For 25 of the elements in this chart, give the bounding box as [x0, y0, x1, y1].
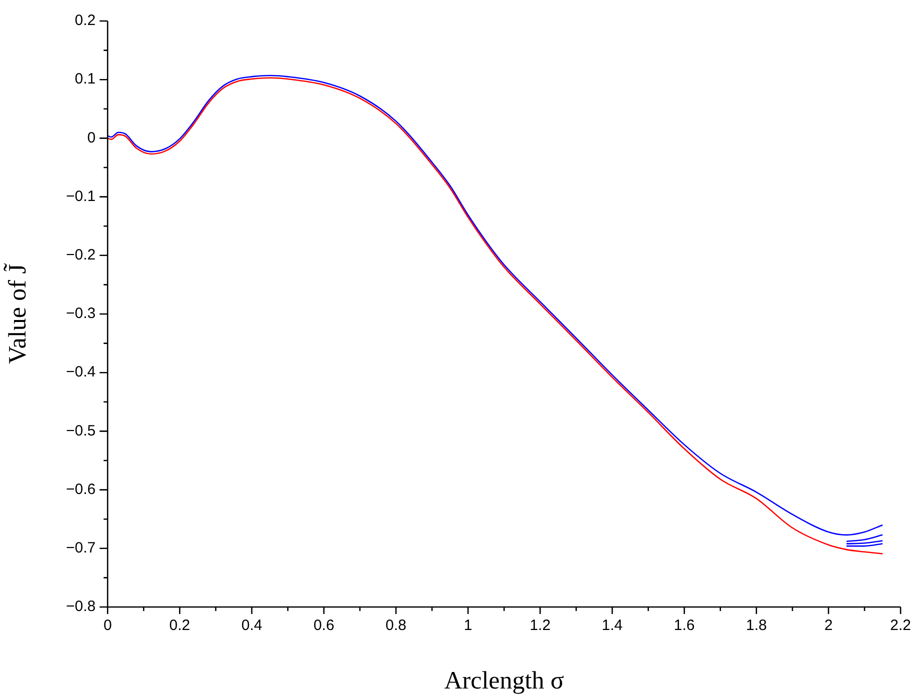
x-axis-title: Arclength σ — [444, 668, 564, 695]
x-tick-label: 0.8 — [386, 617, 406, 634]
y-tick-label: −0.6 — [66, 480, 96, 498]
y-tick-label: −0.8 — [66, 598, 96, 616]
y-tick-label: −0.5 — [66, 422, 96, 440]
y-tick-label: −0.4 — [66, 364, 96, 381]
x-tick-label: 1.8 — [746, 617, 767, 634]
x-tick-label: 2 — [824, 617, 833, 634]
x-tick-label: 2.2 — [890, 617, 912, 634]
x-tick-label: 0.2 — [169, 617, 190, 634]
x-tick-label: 1.6 — [674, 617, 695, 634]
y-tick-label: −0.1 — [66, 188, 96, 205]
x-tick-label: 1.4 — [602, 617, 623, 634]
y-tick-label: 0.1 — [74, 70, 96, 88]
y-tick-label: −0.2 — [66, 246, 96, 264]
y-tick-label: −0.7 — [66, 540, 96, 557]
x-tick-label: 0 — [103, 617, 112, 634]
x-tick-label: 0.4 — [241, 617, 262, 634]
y-tick-label: 0 — [87, 129, 96, 146]
y-axis-title: Value of J̃ — [4, 262, 32, 364]
x-tick-label: 0.6 — [313, 617, 334, 634]
y-tick-label: −0.3 — [66, 305, 96, 322]
x-tick-label: 1.2 — [530, 617, 551, 634]
x-tick-label: 1 — [464, 617, 472, 634]
y-tick-label: 0.2 — [74, 12, 96, 30]
